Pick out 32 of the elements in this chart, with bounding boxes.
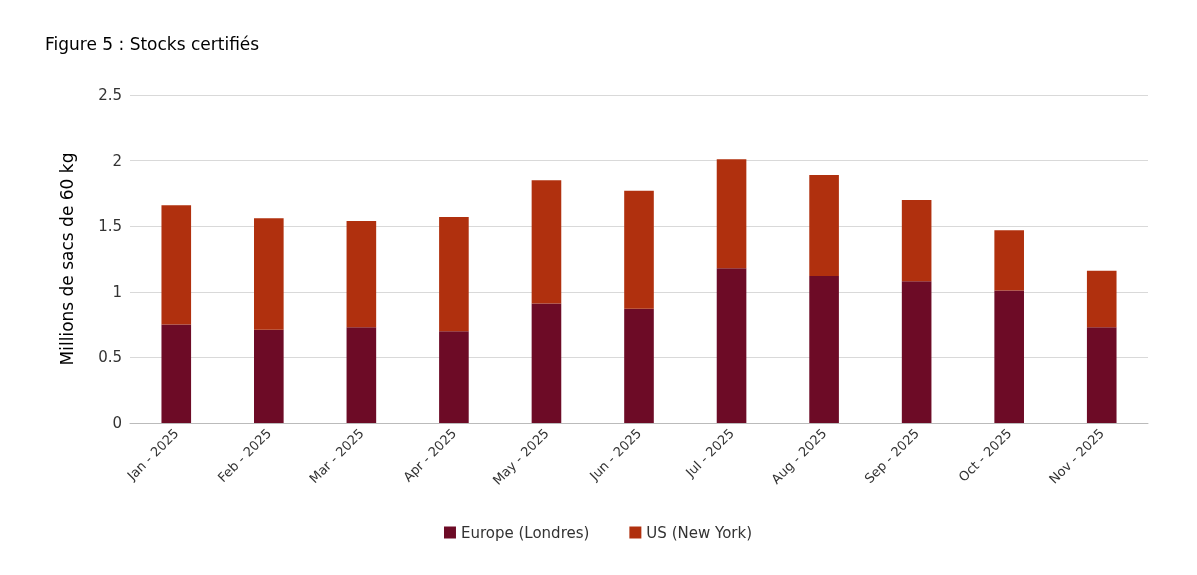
bar <box>161 324 192 423</box>
bar <box>716 159 747 269</box>
bar <box>531 303 562 423</box>
bar <box>346 327 377 423</box>
bar <box>901 281 932 423</box>
bar <box>531 180 562 304</box>
bar <box>809 175 839 277</box>
bar <box>624 308 654 423</box>
bar <box>624 190 654 309</box>
y-tick-label: 1 <box>112 282 122 301</box>
chart-title: Figure 5 : Stocks certifiés <box>45 33 260 54</box>
bar <box>901 199 932 282</box>
bar <box>1086 270 1117 328</box>
y-tick-label: 2.5 <box>98 86 122 104</box>
bar <box>254 218 284 330</box>
bar <box>1086 327 1117 423</box>
bar <box>254 329 284 423</box>
legend-label: US (New York) <box>646 523 753 542</box>
bar <box>809 276 839 423</box>
bar <box>161 205 192 325</box>
y-tick-label: 2 <box>112 151 122 170</box>
y-tick-label: 1.5 <box>98 217 122 236</box>
bar <box>439 217 469 332</box>
bar <box>346 220 377 328</box>
bar <box>994 230 1024 291</box>
y-axis-title: Millions de sacs de 60 kg <box>56 152 77 366</box>
y-tick-label: 0 <box>112 414 122 432</box>
bar <box>716 268 747 423</box>
bar <box>994 290 1024 423</box>
bar <box>439 331 469 423</box>
y-tick-label: 0.5 <box>98 348 122 367</box>
legend-label: Europe (Londres) <box>460 523 590 542</box>
